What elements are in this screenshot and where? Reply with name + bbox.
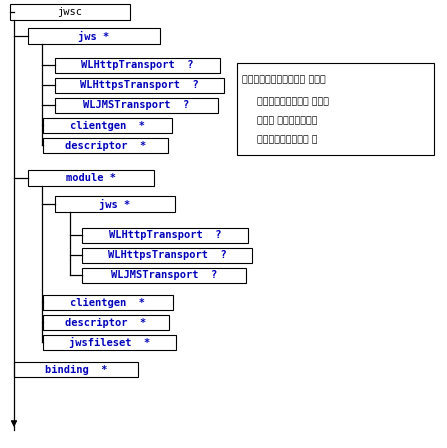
Text: jws *: jws * xyxy=(78,30,110,42)
Bar xyxy=(237,63,434,155)
Bar xyxy=(10,4,130,20)
Text: descriptor  *: descriptor * xyxy=(65,141,146,151)
Text: ？：なし、または１ つ: ？：なし、または１ つ xyxy=(251,136,317,145)
Bar xyxy=(82,248,252,263)
Bar xyxy=(14,362,138,377)
Bar xyxy=(43,315,169,330)
Text: ＊：なし、または１ つ以上: ＊：なし、または１ つ以上 xyxy=(251,97,329,106)
Text: WLJMSTransport  ?: WLJMSTransport ? xyxy=(111,271,217,280)
Bar xyxy=(43,295,173,310)
Text: module *: module * xyxy=(66,173,116,183)
Text: binding  *: binding * xyxy=(45,365,107,375)
Bar xyxy=(43,335,176,350)
Text: アノテーションなし：１ つだけ: アノテーションなし：１ つだけ xyxy=(242,75,326,84)
Text: jws *: jws * xyxy=(99,198,131,210)
Text: jwsc: jwsc xyxy=(58,7,83,17)
Text: clientgen  *: clientgen * xyxy=(70,121,145,130)
Text: WLHttpsTransport  ?: WLHttpsTransport ? xyxy=(108,250,226,260)
Text: jwsfileset  *: jwsfileset * xyxy=(69,337,150,348)
Bar xyxy=(43,138,168,153)
Bar xyxy=(28,170,154,186)
Bar xyxy=(55,58,220,73)
Text: descriptor  *: descriptor * xyxy=(65,318,147,327)
Text: ＋：１ つ、または複数: ＋：１ つ、または複数 xyxy=(251,116,317,125)
Bar xyxy=(55,78,224,93)
Text: WLHttpTransport  ?: WLHttpTransport ? xyxy=(81,60,194,70)
Bar xyxy=(28,28,160,44)
Bar xyxy=(82,228,248,243)
Text: WLHttpsTransport  ?: WLHttpsTransport ? xyxy=(80,81,199,90)
Text: WLJMSTransport  ?: WLJMSTransport ? xyxy=(84,100,190,111)
Bar xyxy=(43,118,172,133)
Text: clientgen  *: clientgen * xyxy=(71,297,146,307)
Bar xyxy=(55,98,218,113)
Bar xyxy=(82,268,246,283)
Text: WLHttpTransport  ?: WLHttpTransport ? xyxy=(109,231,221,241)
Bar xyxy=(55,196,175,212)
